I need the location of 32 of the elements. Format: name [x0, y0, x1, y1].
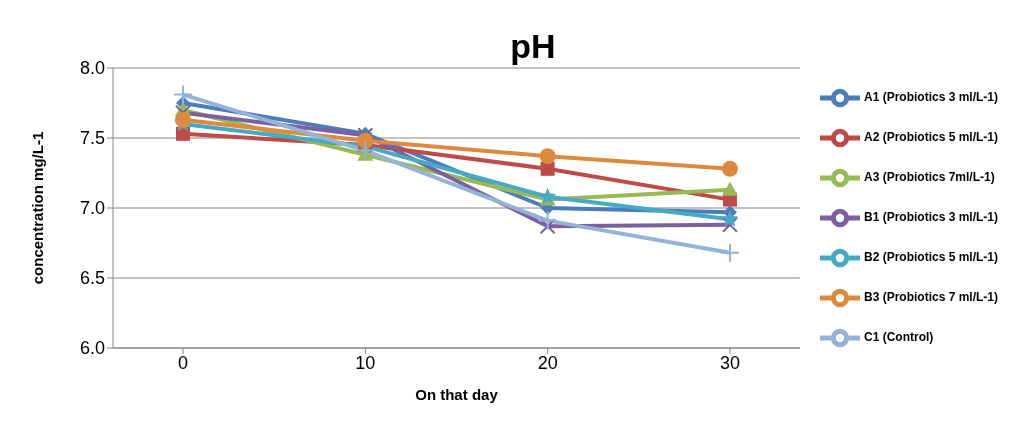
legend-label: A2 (Probiotics 5 ml/L-1) — [863, 130, 998, 145]
point — [173, 84, 193, 105]
y-axis-title: concentration mg/L-1 — [29, 131, 47, 285]
x-tick-label: 0 — [177, 352, 189, 373]
legend-label: B3 (Probiotics 7 ml/L-1) — [863, 290, 998, 305]
legend-label: A3 (Probiotics 7ml/L-1) — [863, 170, 995, 185]
point — [355, 140, 376, 161]
legend-label: A1 (Probiotics 3 ml/L-1) — [863, 90, 998, 105]
legend-label: B2 (Probiotics 5 ml/L-1) — [863, 250, 998, 265]
x-axis-title: On that day — [415, 386, 499, 403]
y-tick-label: 8.0 — [79, 58, 105, 79]
point — [175, 111, 191, 128]
point — [721, 181, 738, 196]
legend-label: C1 (Control) — [863, 330, 934, 345]
point — [721, 216, 738, 233]
point — [540, 161, 555, 176]
point — [539, 148, 556, 165]
y-tick-label: 6.0 — [79, 338, 105, 359]
x-tick-label: 10 — [355, 352, 376, 373]
point — [719, 242, 740, 263]
y-tick-label: 7.0 — [79, 198, 105, 219]
chart-title: pH — [510, 27, 556, 65]
point — [537, 210, 558, 231]
point — [721, 160, 738, 177]
y-tick-label: 6.5 — [79, 268, 105, 289]
legend-label: B1 (Probiotics 3 ml/L-1) — [863, 210, 998, 225]
point — [357, 132, 374, 149]
point — [721, 210, 739, 227]
point — [539, 218, 556, 235]
x-tick-label: 20 — [537, 352, 558, 373]
x-tick-label: 30 — [719, 352, 740, 373]
y-tick-label: 7.5 — [79, 128, 105, 149]
